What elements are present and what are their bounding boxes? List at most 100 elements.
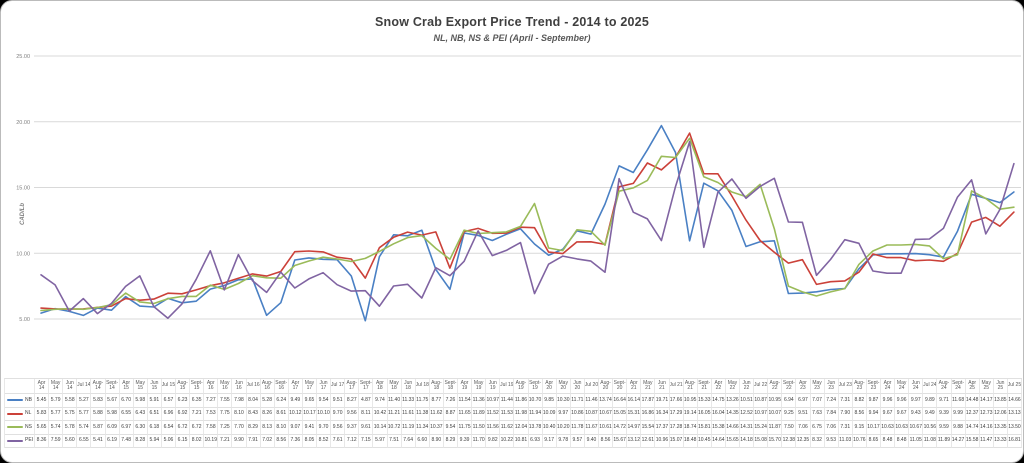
month-header: Jul 21 <box>669 379 684 394</box>
value-cell-NB: 14.75 <box>711 394 726 408</box>
value-cell-NS: 10.14 <box>373 421 388 435</box>
value-cell-PEI: 16.81 <box>1007 434 1022 449</box>
value-cell-NB: 9.65 <box>302 394 317 408</box>
value-cell-NL: 11.98 <box>514 407 529 422</box>
value-cell-NL: 9.43 <box>909 407 924 422</box>
value-cell-NL: 6.43 <box>133 407 148 422</box>
value-cell-NS: 10.56 <box>923 421 938 435</box>
value-cell-NS: 14.97 <box>627 421 642 435</box>
value-cell-NL: 6.92 <box>176 407 191 422</box>
value-cell-PEI: 8.90 <box>429 434 444 449</box>
series-line-NB <box>40 124 1015 322</box>
table-corner <box>5 379 35 394</box>
value-cell-PEI: 6.15 <box>176 434 191 449</box>
month-header: May 17 <box>302 379 317 394</box>
value-cell-NS: 10.63 <box>881 421 896 435</box>
month-header: Jun 21 <box>655 379 670 394</box>
value-cell-NL: 7.21 <box>190 407 205 422</box>
month-header: Aug- 23 <box>852 379 867 394</box>
value-cell-NL: 8.87 <box>443 407 458 422</box>
value-cell-PEI: 15.65 <box>725 434 740 449</box>
month-header: Jul 18 <box>415 379 430 394</box>
value-cell-PEI: 10.19 <box>204 434 219 449</box>
value-cell-NS: 11.75 <box>458 421 473 435</box>
value-cell-NB: 5.79 <box>49 394 64 408</box>
value-cell-PEI: 8.02 <box>190 434 205 449</box>
value-cell-NB: 9.97 <box>909 394 924 408</box>
y-tick-label: 15.00 <box>16 186 30 192</box>
value-cell-NL: 10.12 <box>288 407 303 422</box>
month-header: Apr 14 <box>35 379 50 394</box>
month-header: Apr 24 <box>881 379 896 394</box>
value-cell-PEI: 7.59 <box>49 434 64 449</box>
value-cell-NB: 7.31 <box>838 394 853 408</box>
value-cell-NL: 7.63 <box>810 407 825 422</box>
value-cell-NB: 7.98 <box>232 394 247 408</box>
value-cell-NS: 11.34 <box>415 421 430 435</box>
value-cell-NL: 17.29 <box>669 407 684 422</box>
value-cell-PEI: 14.64 <box>711 434 726 449</box>
month-header: Jul 23 <box>838 379 853 394</box>
month-header: Jul 17 <box>331 379 346 394</box>
value-cell-NB: 5.45 <box>35 394 50 408</box>
month-header: Jul 25 <box>1007 379 1022 394</box>
value-cell-NS: 14.31 <box>740 421 755 435</box>
value-cell-PEI: 9.57 <box>570 434 585 449</box>
month-header: Jun 18 <box>401 379 416 394</box>
value-cell-NS: 9.61 <box>359 421 374 435</box>
value-cell-PEI: 7.91 <box>246 434 261 449</box>
value-cell-NS: 9.54 <box>443 421 458 435</box>
value-cell-PEI: 12.61 <box>641 434 656 449</box>
value-cell-NS: 15.38 <box>711 421 726 435</box>
value-cell-NB: 6.70 <box>119 394 134 408</box>
value-cell-PEI: 9.82 <box>486 434 501 449</box>
value-cell-PEI: 8.65 <box>866 434 881 449</box>
value-cell-NB: 7.27 <box>204 394 219 408</box>
value-cell-NB: 9.85 <box>542 394 557 408</box>
month-header: Jun 14 <box>63 379 78 394</box>
value-cell-NL: 5.77 <box>49 407 64 422</box>
value-cell-NB: 7.26 <box>443 394 458 408</box>
value-cell-NS: 6.75 <box>810 421 825 435</box>
value-cell-NB: 6.94 <box>782 394 797 408</box>
value-cell-PEI: 6.93 <box>528 434 543 449</box>
value-cell-NL: 11.21 <box>387 407 402 422</box>
value-cell-PEI: 14.27 <box>951 434 966 449</box>
value-cell-NL: 6.51 <box>147 407 162 422</box>
value-cell-NS: 7.31 <box>838 421 853 435</box>
value-cell-PEI: 11.47 <box>979 434 994 449</box>
value-cell-NB: 10.30 <box>556 394 571 408</box>
value-cell-NL: 9.67 <box>881 407 896 422</box>
value-cell-NL: 9.51 <box>796 407 811 422</box>
value-cell-NB: 5.83 <box>91 394 106 408</box>
month-header: Jun 20 <box>570 379 585 394</box>
y-tick-label: 10.00 <box>16 251 30 257</box>
value-cell-PEI: 8.29 <box>443 434 458 449</box>
month-header: May 14 <box>49 379 64 394</box>
value-cell-NB: 5.27 <box>77 394 92 408</box>
value-cell-NB: 8.77 <box>429 394 444 408</box>
value-cell-PEI: 14.18 <box>740 434 755 449</box>
value-cell-NL: 9.49 <box>923 407 938 422</box>
month-header: Jul 15 <box>161 379 176 394</box>
value-cell-PEI: 7.64 <box>401 434 416 449</box>
value-cell-NB: 16.64 <box>613 394 628 408</box>
y-tick-label: 25.00 <box>16 54 30 60</box>
value-cell-NB: 8.27 <box>345 394 360 408</box>
month-header: May 24 <box>895 379 910 394</box>
month-header: Apr 21 <box>627 379 642 394</box>
value-cell-NS: 9.37 <box>345 421 360 435</box>
month-header: Sept- 14 <box>105 379 120 394</box>
value-cell-NB: 19.71 <box>655 394 670 408</box>
month-header: Aug- 20 <box>599 379 614 394</box>
value-cell-NS: 11.87 <box>768 421 783 435</box>
legend-label-NS: NS <box>25 423 32 430</box>
value-cell-NS: 9.15 <box>852 421 867 435</box>
value-cell-NS: 6.97 <box>119 421 134 435</box>
value-cell-NL: 12.73 <box>979 407 994 422</box>
value-cell-NL: 10.97 <box>754 407 769 422</box>
value-cell-PEI: 6.60 <box>415 434 430 449</box>
value-cell-NB: 10.87 <box>754 394 769 408</box>
value-cell-NL: 9.25 <box>782 407 797 422</box>
